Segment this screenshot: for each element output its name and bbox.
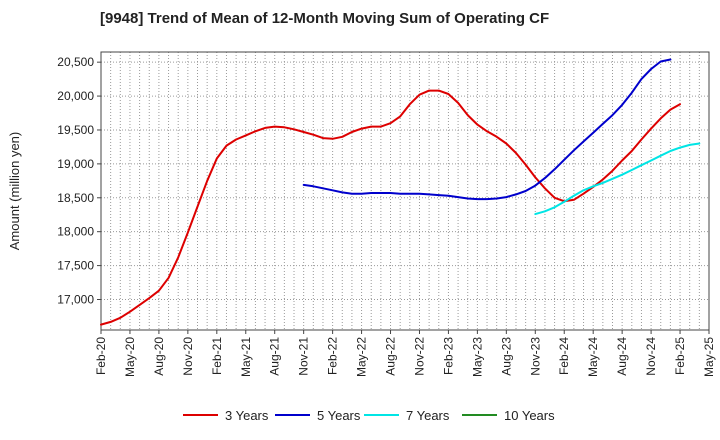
x-tick-label: Aug-21 bbox=[268, 337, 282, 376]
x-tick-label: Nov-23 bbox=[528, 337, 542, 376]
y-tick-label: 17,500 bbox=[57, 259, 94, 273]
x-tick-label: Aug-23 bbox=[499, 337, 513, 376]
x-tick-label: Aug-22 bbox=[384, 337, 398, 376]
x-tick-label: Feb-25 bbox=[673, 337, 687, 375]
x-tick-label: Nov-21 bbox=[297, 337, 311, 376]
x-tick-label: Feb-24 bbox=[557, 337, 571, 375]
series-line-3-years bbox=[100, 89, 681, 326]
y-tick-label: 20,500 bbox=[57, 55, 94, 69]
y-tick-label: 19,500 bbox=[57, 123, 94, 137]
x-tick-label: Nov-22 bbox=[412, 337, 426, 376]
x-tick-label: May-25 bbox=[702, 337, 716, 377]
x-tick-labels: Feb-20 May-20 Aug-20 Nov-20 Feb-21 May-21 Aug-… bbox=[94, 330, 716, 377]
x-tick-label: May-20 bbox=[123, 337, 137, 377]
x-grid bbox=[110, 52, 700, 330]
series-line-7-years bbox=[534, 142, 701, 216]
y-tick-label: 18,000 bbox=[57, 225, 94, 239]
x-tick-label: May-21 bbox=[239, 337, 253, 377]
x-tick-label: Feb-21 bbox=[210, 337, 224, 375]
legend-label: 5 Years bbox=[317, 408, 361, 423]
x-tick-label: May-22 bbox=[355, 337, 369, 377]
chart-title: [9948] Trend of Mean of 12-Month Moving … bbox=[100, 10, 549, 27]
y-tick-labels: 17,000 17,500 18,000 18,500 19,000 19,500 20,0… bbox=[57, 55, 101, 306]
legend-label: 3 Years bbox=[225, 408, 269, 423]
x-tick-label: Nov-20 bbox=[181, 337, 195, 376]
y-tick-label: 18,500 bbox=[57, 191, 94, 205]
x-tick-label: May-24 bbox=[586, 337, 600, 377]
plot-frame bbox=[100, 51, 710, 331]
y-tick-label: 17,000 bbox=[57, 292, 94, 306]
x-tick-label: Feb-20 bbox=[94, 337, 108, 375]
legend-label: 10 Years bbox=[504, 408, 555, 423]
legend: 3 Years 5 Years 7 Years 10 Years bbox=[183, 408, 555, 423]
x-tick-label: Feb-23 bbox=[441, 337, 455, 375]
x-tick-label: May-23 bbox=[470, 337, 484, 377]
y-axis-label: Amount (million yen) bbox=[7, 132, 22, 251]
x-tick-label: Aug-24 bbox=[615, 337, 629, 376]
plot-area bbox=[101, 52, 709, 330]
x-tick-label: Nov-24 bbox=[644, 337, 658, 376]
series-line-5-years bbox=[302, 58, 672, 201]
series-lines bbox=[100, 58, 701, 326]
y-tick-label: 20,000 bbox=[57, 89, 94, 103]
x-tick-label: Aug-20 bbox=[152, 337, 166, 376]
x-tick-label: Feb-22 bbox=[326, 337, 340, 375]
y-tick-label: 19,000 bbox=[57, 157, 94, 171]
y-grid bbox=[101, 61, 709, 300]
legend-label: 7 Years bbox=[406, 408, 450, 423]
